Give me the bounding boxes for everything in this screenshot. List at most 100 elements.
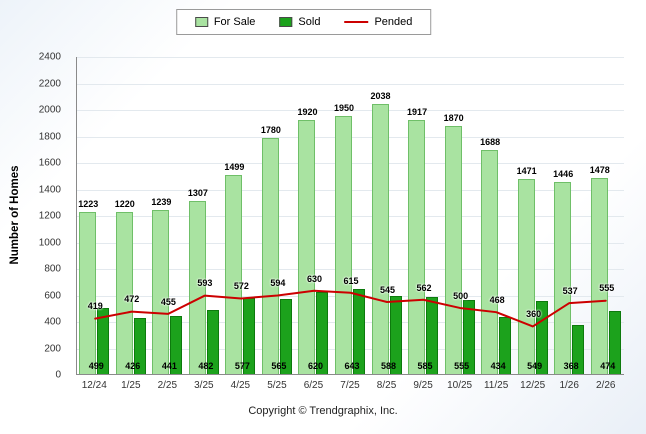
for-sale-bar [481, 150, 499, 374]
for-sale-bar [371, 103, 389, 374]
x-axis-tick-label: 12/24 [81, 380, 107, 391]
sold-value-label: 643 [344, 361, 360, 371]
sold-value-label: 368 [563, 361, 579, 371]
pended-value-label: 555 [599, 283, 615, 294]
sold-value-label: 441 [161, 361, 177, 371]
for-sale-bar [554, 182, 572, 374]
x-axis-tick-label: 8/25 [376, 380, 397, 391]
x-axis-tick-label: 7/25 [340, 380, 360, 391]
pended-value-label: 537 [562, 285, 578, 296]
pended-line-swatch [344, 21, 369, 23]
gridline [77, 110, 624, 111]
x-axis-tick-label: 2/26 [595, 380, 616, 391]
for-sale-bar [335, 115, 352, 374]
sold-value-label: 434 [490, 361, 506, 371]
pended-value-label: 545 [380, 284, 396, 295]
x-axis-tick-label: 1/26 [559, 380, 579, 391]
pended-value-label: 593 [197, 278, 213, 289]
sold-value-label: 549 [527, 361, 543, 371]
sold-value-label: 585 [417, 361, 433, 371]
y-axis-tick-label: 2000 [38, 104, 61, 116]
pended-value-label: 419 [87, 301, 103, 312]
pended-value-label: 594 [270, 278, 286, 289]
for-sale-value-label: 1780 [260, 125, 281, 136]
for-sale-bar [225, 175, 243, 374]
for-sale-value-label: 1499 [224, 162, 245, 173]
sold-value-label: 499 [88, 361, 104, 371]
sold-bar [608, 311, 621, 374]
y-axis-tick-label: 600 [44, 290, 61, 301]
legend-item-for-sale: For Sale [194, 16, 256, 28]
y-axis-tick-label: 0 [55, 369, 61, 381]
for-sale-bar [79, 211, 97, 374]
pended-value-label: 615 [343, 275, 359, 286]
plot-area: 1223 499 419 1220 426 472 1239 441 455 1307 482 593… [76, 57, 624, 375]
for-sale-value-label: 1220 [114, 199, 135, 210]
for-sale-bar [298, 119, 316, 374]
for-sale-value-label: 1870 [443, 113, 464, 124]
legend-item-sold: Sold [279, 16, 320, 28]
x-axis-tick-label: 10/25 [447, 380, 473, 391]
legend: For Sale Sold Pended [175, 9, 432, 35]
y-axis-tick-label: 1800 [38, 131, 61, 142]
pended-value-label: 360 [526, 309, 542, 320]
pended-value-label: 472 [124, 294, 140, 305]
gridline [77, 57, 624, 58]
sold-value-label: 474 [600, 361, 616, 371]
copyright-text: Copyright © Trendgraphix, Inc. [248, 405, 398, 417]
for-sale-bar [152, 209, 170, 374]
y-axis-tick-label: 2200 [38, 78, 61, 89]
sold-value-label: 577 [234, 361, 250, 371]
y-axis: 0 200 400 600 800 1000 1200 1400 1600 1800 2000 220… [0, 52, 70, 381]
x-axis: 12/24 1/25 2/25 3/25 4/25 5/25 6/25 7/25 8/25 9/2… [76, 380, 624, 394]
pended-value-label: 455 [160, 296, 176, 307]
for-sale-value-label: 1920 [297, 106, 318, 117]
pended-value-label: 468 [489, 295, 505, 305]
for-sale-bar [115, 212, 133, 374]
for-sale-bar [444, 126, 462, 374]
y-axis-tick-label: 800 [44, 263, 61, 275]
for-sale-value-label: 1223 [78, 198, 99, 209]
for-sale-bar [261, 138, 279, 374]
for-sale-value-label: 1478 [589, 165, 610, 176]
x-axis-tick-label: 4/25 [230, 380, 251, 391]
x-axis-tick-label: 9/25 [413, 380, 433, 391]
sold-value-label: 588 [381, 361, 397, 371]
x-axis-tick-label: 6/25 [303, 380, 324, 391]
y-axis-tick-label: 200 [44, 343, 61, 354]
y-axis-tick-label: 2400 [38, 51, 61, 63]
y-axis-tick-label: 1200 [38, 210, 61, 222]
sold-value-label: 620 [307, 361, 323, 371]
sold-value-label: 426 [125, 361, 141, 371]
for-sale-value-label: 1950 [333, 102, 355, 113]
for-sale-value-label: 1917 [407, 107, 428, 117]
for-sale-bar [188, 200, 206, 374]
legend-label-for-sale: For Sale [213, 16, 256, 28]
for-sale-value-label: 1446 [553, 169, 574, 180]
sold-value-label: 482 [198, 361, 214, 371]
y-axis-tick-label: 400 [44, 316, 61, 328]
x-axis-tick-label: 5/25 [267, 380, 287, 391]
sold-swatch [279, 17, 293, 27]
legend-label-sold: Sold [298, 16, 321, 28]
for-sale-value-label: 1688 [480, 137, 501, 148]
for-sale-value-label: 1239 [151, 196, 172, 207]
x-axis-tick-label: 1/25 [121, 380, 141, 391]
y-axis-tick-label: 1000 [38, 237, 61, 248]
x-axis-tick-label: 2/25 [157, 380, 178, 391]
for-sale-bar [517, 179, 535, 374]
sold-value-label: 555 [454, 361, 470, 371]
pended-value-label: 562 [416, 282, 432, 293]
for-sale-value-label: 2038 [370, 90, 391, 101]
pended-value-label: 572 [233, 281, 249, 292]
x-axis-tick-label: 3/25 [194, 380, 214, 391]
y-axis-tick-label: 1400 [38, 184, 61, 195]
x-axis-tick-label: 11/25 [483, 380, 509, 391]
gridline [77, 83, 624, 85]
pended-value-label: 500 [453, 290, 469, 301]
legend-item-pended: Pended [344, 16, 412, 28]
for-sale-value-label: 1471 [516, 166, 537, 177]
for-sale-bar [408, 120, 426, 374]
for-sale-bar [590, 178, 608, 374]
